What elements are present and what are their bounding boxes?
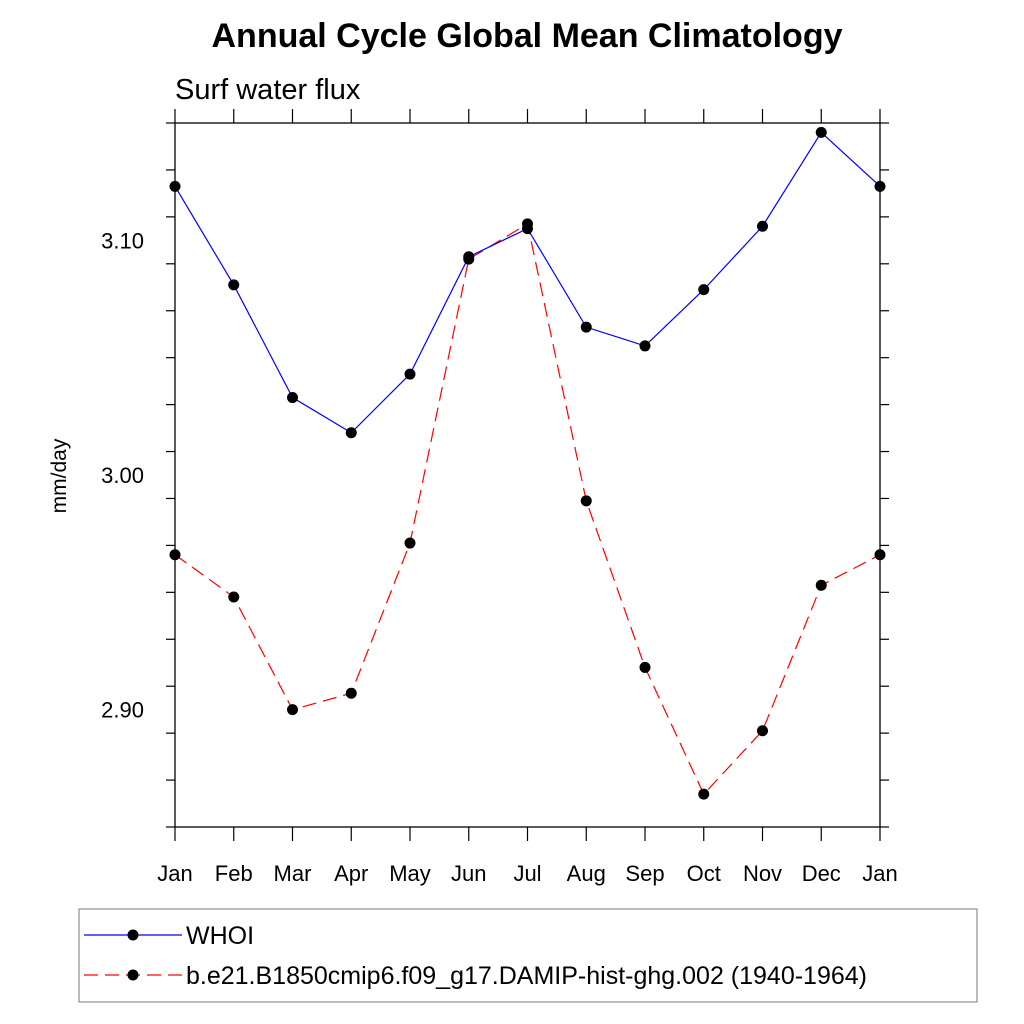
data-point [757,220,768,232]
data-point [522,223,533,235]
data-point [404,537,416,549]
legend-marker [127,929,139,941]
data-point [639,661,651,673]
x-tick-label: Nov [743,861,782,886]
series-line [174,131,881,434]
data-point [815,126,827,138]
x-tick-label: Apr [334,861,368,886]
x-tick-label: May [389,861,431,886]
data-point [815,579,827,591]
x-tick-label: Jul [513,861,541,886]
data-point [404,368,416,380]
y-tick-label: 2.90 [101,698,144,723]
x-tick-label: Jun [451,861,486,886]
data-point [228,591,240,603]
plot-frame [174,122,881,828]
data-point [463,251,475,263]
legend-box [78,908,978,1003]
x-tick-label: Oct [687,861,721,886]
legend: WHOI b.e21.B1850cmip6.f09_g17.DAMIP-hist-… [78,908,978,1003]
data-point [580,321,592,333]
x-tick-label: Aug [567,861,606,886]
data-point [287,704,298,716]
data-point [757,725,768,737]
legend-label: b.e21.B1850cmip6.f09_g17.DAMIP-hist-ghg.… [186,962,867,990]
y-tick-labels: 2.90 3.00 3.10 [101,228,144,722]
x-tick-label: Sep [625,861,664,886]
data-point [639,340,651,352]
data-point [345,427,357,439]
x-tick-label: Dec [802,861,841,886]
x-tick-label: Jan [157,861,192,886]
x-tick-label: Mar [274,861,312,886]
data-point [698,788,710,800]
chart-title: Annual Cycle Global Mean Climatology [212,17,843,55]
plot-series [169,126,886,800]
x-tick-label: Feb [215,861,253,886]
y-axis-label: mm/day [48,438,71,513]
legend-marker [127,969,139,981]
x-tick-label: Jan [862,861,897,886]
data-point [580,495,592,507]
data-point [345,687,357,699]
data-point [287,392,298,404]
y-tick-label: 3.00 [101,463,144,488]
data-point [698,284,710,296]
series-line [174,222,881,796]
data-point [228,279,240,291]
legend-label: WHOI [186,922,254,950]
y-tick-label: 3.10 [101,228,144,253]
axis-ticks [166,109,889,841]
x-tick-labels: Jan Feb Mar Apr May Jun Jul Aug Sep Oct Nov Dec Jan [157,861,897,886]
chart-subtitle: Surf water flux [175,74,361,106]
